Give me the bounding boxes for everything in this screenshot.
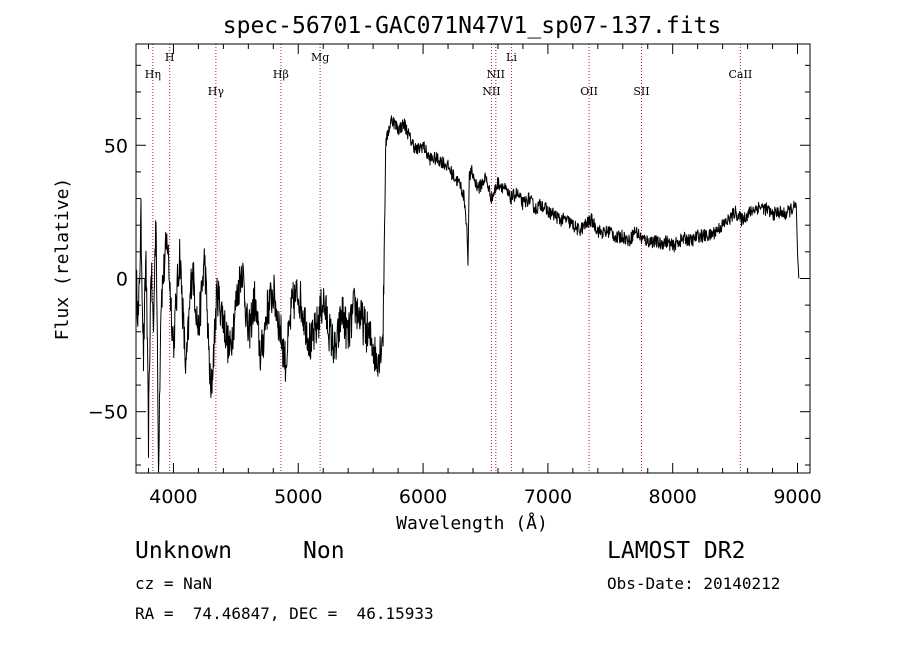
axis-ticks: 4000 5000 6000 7000 8000 9000 −50 0 50 (88, 44, 822, 508)
x-tick-label: 7000 (524, 486, 572, 508)
spectral-line-label: OII (580, 85, 598, 98)
redshift-text: cz = NaN (135, 574, 213, 593)
spectral-line-label: Mg (311, 51, 329, 64)
spectral-line-label: CaII (729, 68, 753, 81)
x-tick-label: 6000 (399, 486, 447, 508)
x-tick-label: 9000 (773, 486, 821, 508)
y-tick-label: 50 (104, 135, 128, 157)
spectrum-series-line (135, 115, 800, 473)
survey-label: LAMOST DR2 (607, 538, 746, 564)
y-tick-label: 0 (116, 268, 128, 290)
y-tick-label: −50 (88, 402, 128, 424)
chart-title: spec-56701-GAC071N47V1_sp07-137.fits (223, 13, 722, 39)
y-axis-label: Flux (relative) (52, 178, 73, 341)
plot-frame (135, 43, 811, 474)
coordinates-text: RA = 74.46847, DEC = 46.15933 (135, 604, 434, 623)
spectral-line-label: NII (482, 85, 500, 98)
spectral-line-label: SII (633, 85, 649, 98)
observation-date: Obs-Date: 20140212 (607, 574, 781, 593)
x-tick-label: 8000 (649, 486, 697, 508)
x-axis-label: Wavelength (Å) (396, 512, 548, 534)
series-layer (135, 115, 800, 473)
spectral-line-label: Li (506, 51, 517, 64)
spectral-line-label: NII (487, 68, 505, 81)
x-tick-label: 5000 (274, 486, 322, 508)
spectral-line-label: Hβ (273, 68, 289, 81)
spectral-line-label: Hγ (208, 85, 225, 98)
spectral-line-label: H (165, 51, 175, 64)
object-subclass-label: Non (303, 538, 345, 564)
x-tick-label: 4000 (149, 486, 197, 508)
spectral-line-label: Hη (145, 68, 161, 81)
object-class-label: Unknown (135, 538, 232, 564)
